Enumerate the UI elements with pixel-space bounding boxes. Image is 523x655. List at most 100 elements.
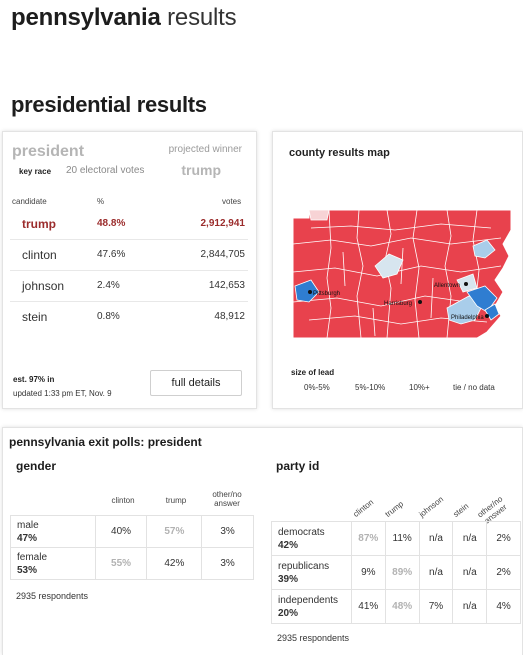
party-value: n/a <box>418 521 454 556</box>
gender-value: 3% <box>201 547 254 580</box>
party-label: independents <box>278 594 339 606</box>
candidate-votes: 2,844,705 <box>200 249 246 260</box>
party-col-clinton: clinton <box>351 497 376 519</box>
gender-poll-title: gender <box>16 459 57 473</box>
candidate-name: johnson <box>22 279 65 293</box>
gender-table: male 47% 40% 57% 3% female 53% 55% 42% 3% <box>10 515 254 580</box>
harrisburg-label: Harrisburg <box>384 301 412 307</box>
candidate-pct: 48.8% <box>97 218 126 229</box>
candidate-row: clinton 47.6% 2,844,705 <box>10 240 248 271</box>
party-row: republicans 39% 9% 89% n/a n/a 2% <box>271 555 521 590</box>
legend-tie: tie / no data <box>453 383 495 392</box>
gender-share: 53% <box>17 564 38 576</box>
legend-10-plus: 10%+ <box>409 383 430 392</box>
candidate-pct: 0.8% <box>97 311 120 322</box>
allentown-label: Allentown <box>434 283 460 289</box>
party-share: 39% <box>278 573 299 585</box>
party-table: democrats 42% 87% 11% n/a n/a 2% republic… <box>271 521 521 624</box>
party-value: 87% <box>350 521 386 556</box>
party-value: n/a <box>452 555 488 590</box>
gender-value: 55% <box>94 547 148 580</box>
key-race-badge: key race <box>19 167 52 176</box>
gender-value: 57% <box>146 515 203 548</box>
party-respondents: 2935 respondents <box>277 633 350 643</box>
pct-column-header: % <box>97 197 105 206</box>
party-value: 2% <box>486 555 521 590</box>
pittsburgh-label: Pittsburgh <box>313 291 340 297</box>
candidate-name: stein <box>22 310 48 324</box>
party-share: 42% <box>278 539 299 551</box>
exit-polls-title: pennsylvania exit polls: president <box>9 435 202 449</box>
size-of-lead-title: size of lead <box>291 368 335 377</box>
electoral-votes: 20 electoral votes <box>66 165 145 176</box>
party-value: n/a <box>452 521 488 556</box>
party-share: 20% <box>278 607 299 619</box>
allentown-dot <box>464 282 468 286</box>
pittsburgh-dot <box>308 290 312 294</box>
gender-row: female 53% 55% 42% 3% <box>10 547 254 580</box>
pennsylvania-county-map[interactable]: Pittsburgh Harrisburg Allentown Philadel… <box>291 208 513 342</box>
updated-time: updated 1:33 pm ET, Nov. 9 <box>13 389 112 398</box>
montgomery-area <box>466 285 498 313</box>
candidate-row: trump 48.8% 2,912,941 <box>10 209 248 240</box>
delco-area <box>446 295 484 325</box>
philadelphia-area <box>484 303 500 321</box>
candidate-column-header: candidate <box>12 197 47 206</box>
candidate-row: stein 0.8% 48,912 <box>10 302 248 333</box>
state-college-area <box>374 253 404 279</box>
gender-row: male 47% 40% 57% 3% <box>10 515 254 548</box>
party-value: 2% <box>486 521 521 556</box>
votes-column-header: votes <box>222 197 242 206</box>
party-value: n/a <box>418 555 454 590</box>
party-value: 4% <box>486 589 521 624</box>
harrisburg-dot <box>418 300 422 304</box>
party-poll-title: party id <box>276 459 320 473</box>
candidate-row: johnson 2.4% 142,653 <box>10 271 248 302</box>
legend-0-5: 0%-5% <box>304 383 330 392</box>
allegheny-area <box>294 279 320 303</box>
page-title-suffix: results <box>167 4 237 31</box>
party-col-johnson: johnson <box>417 494 446 519</box>
party-value: n/a <box>452 589 488 624</box>
party-label: democrats <box>278 526 325 538</box>
party-value: 9% <box>350 555 386 590</box>
candidate-votes: 2,912,941 <box>200 218 246 229</box>
race-results-card: president projected winner key race 20 e… <box>2 131 257 409</box>
gender-value: 42% <box>146 547 203 580</box>
map-title: county results map <box>289 147 390 159</box>
candidate-pct: 2.4% <box>97 280 120 291</box>
philadelphia-dot <box>485 314 489 318</box>
lackawanna-area <box>472 239 496 259</box>
party-value: 89% <box>384 555 420 590</box>
county-map-card: county results map Pittsburgh <box>272 131 523 409</box>
gender-col-clinton: clinton <box>111 496 135 505</box>
full-details-button[interactable]: full details <box>150 370 242 396</box>
page-title-state: pennsylvania <box>11 4 161 31</box>
candidate-votes: 48,912 <box>214 311 245 322</box>
party-value: 41% <box>350 589 386 624</box>
section-title: presidential results <box>11 92 207 117</box>
party-value: 48% <box>384 589 420 624</box>
gender-share: 47% <box>17 532 38 544</box>
candidate-name: clinton <box>22 248 57 262</box>
race-title: president <box>12 143 85 160</box>
gender-label: male <box>17 519 39 531</box>
projected-winner-label: projected winner <box>168 144 242 155</box>
estimate-reporting: est. 97% in <box>13 375 55 384</box>
candidate-votes: 142,653 <box>208 280 245 291</box>
party-value: 7% <box>418 589 454 624</box>
gender-value: 3% <box>201 515 254 548</box>
candidate-pct: 47.6% <box>97 249 126 260</box>
candidate-name: trump <box>22 217 56 231</box>
gender-label: female <box>17 551 48 563</box>
philadelphia-label: Philadelphia <box>451 315 484 321</box>
party-row: democrats 42% 87% 11% n/a n/a 2% <box>271 521 521 556</box>
erie-area <box>308 209 330 221</box>
party-col-trump: trump <box>383 499 406 519</box>
page-title: pennsylvania results <box>11 4 237 32</box>
party-value: 11% <box>384 521 420 556</box>
projected-winner-name: trump <box>181 162 221 178</box>
gender-col-trump: trump <box>165 496 187 505</box>
party-col-stein: stein <box>451 501 471 519</box>
gender-respondents: 2935 respondents <box>16 591 89 601</box>
